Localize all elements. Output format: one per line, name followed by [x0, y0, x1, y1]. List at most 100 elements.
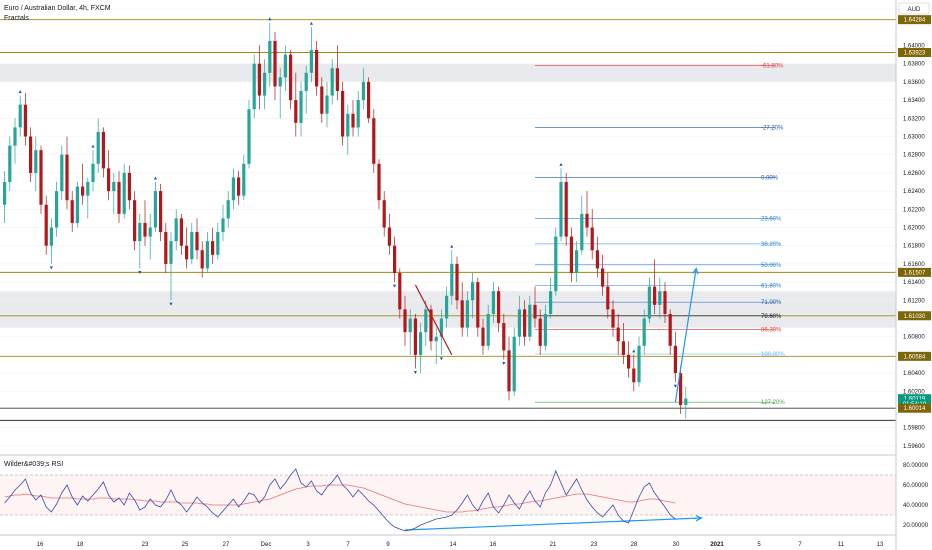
time-tick-label: 23 — [591, 542, 598, 548]
candle-body — [138, 222, 142, 242]
time-axis[interactable]: 16 18 23 25 27 Dec 3 7 9 14 16 21 23 28 30 2021 5 7 11 13 — [37, 542, 884, 548]
price-badge-bg — [898, 311, 931, 321]
candle-body — [299, 91, 303, 123]
candle-body — [413, 318, 417, 355]
price-badge-bg — [898, 48, 931, 58]
candle-body — [491, 291, 495, 314]
fractal-up-marker — [153, 176, 157, 180]
candle-body — [49, 227, 53, 246]
candle-body — [434, 336, 438, 342]
candle-body — [554, 236, 558, 292]
candle-body — [517, 309, 521, 337]
candle-body — [601, 268, 605, 287]
grid-layer — [0, 8, 896, 447]
candle-body — [471, 282, 475, 301]
candle-body — [127, 172, 131, 201]
candle-body — [13, 127, 17, 146]
candle-body — [580, 213, 584, 251]
price-badges: 1.642841.639231.615071.610301.605841.601… — [898, 15, 931, 413]
price-tick-label: 1.61600 — [903, 262, 925, 268]
candle-body — [320, 86, 324, 114]
candle-body — [523, 309, 527, 337]
candle-body — [403, 309, 407, 333]
fractals-layer — [18, 17, 677, 388]
price-badge-label: 1.61507 — [904, 270, 926, 276]
candle-body — [393, 245, 397, 273]
time-tick-label: Dec — [261, 542, 272, 548]
price-axis[interactable]: 1.644001.640001.638001.636001.634001.632… — [903, 7, 925, 450]
price-badge-bg — [898, 267, 931, 277]
price-badge-bg — [898, 351, 931, 361]
candle-body — [273, 40, 277, 87]
rsi-ma-line — [4, 484, 676, 513]
currency-box[interactable] — [898, 2, 930, 15]
candle-body — [673, 345, 677, 374]
candle-body — [148, 227, 152, 237]
candle-body — [559, 182, 563, 237]
price-badge-label: 1.60584 — [904, 354, 926, 360]
time-tick-label: 13 — [877, 542, 884, 548]
fractal-down-marker — [138, 270, 142, 274]
candle-body — [658, 291, 662, 305]
price-tick-label: 1.63600 — [903, 80, 925, 86]
candle-body — [44, 204, 48, 246]
candle-body — [231, 177, 235, 201]
candle-body — [216, 232, 220, 255]
candle-body — [101, 131, 105, 169]
time-tick-label: 25 — [182, 542, 189, 548]
candle-body — [372, 118, 376, 164]
candle-body — [278, 77, 282, 87]
fractal-down-marker — [393, 284, 397, 288]
time-tick-label: 7 — [798, 542, 802, 548]
candle-body — [382, 200, 386, 228]
candle-body — [481, 327, 485, 346]
candle-body — [164, 232, 168, 264]
candle-body — [684, 398, 688, 405]
price-tick-label: 1.62800 — [903, 153, 925, 159]
fib-label: 100.00% — [761, 352, 785, 358]
candle-body — [252, 63, 256, 110]
fib-label: 61.80% — [761, 284, 782, 290]
candle-body — [564, 182, 568, 237]
candle-body — [408, 318, 412, 333]
time-tick-label: 7 — [346, 542, 350, 548]
rsi_divergence-line — [404, 517, 702, 531]
candle-body — [96, 131, 100, 164]
fractal-down-marker — [169, 302, 173, 306]
candle-body — [39, 150, 43, 205]
candle-body — [23, 104, 27, 137]
rsi-tick-label: 20.00000 — [903, 523, 929, 529]
candle-body — [60, 154, 64, 192]
price-tick-label: 1.62200 — [903, 207, 925, 213]
time-tick-label: 21 — [550, 542, 557, 548]
candle-body — [502, 323, 506, 351]
fib-label: 38.20% — [761, 242, 782, 248]
candle-body — [575, 250, 579, 273]
drawings-layer — [404, 267, 703, 531]
candle-body — [34, 150, 38, 173]
time-tick-label: 5 — [757, 542, 761, 548]
candle-body — [642, 318, 646, 346]
price-tick-label: 1.59600 — [903, 444, 925, 450]
candle-body — [538, 318, 542, 346]
candle-body — [668, 313, 672, 346]
indicator-label: Fractals — [4, 15, 29, 22]
fib-label: -27.20% — [761, 125, 784, 131]
time-tick-label: 16 — [490, 542, 497, 548]
candle-body — [533, 304, 537, 319]
candle-body — [153, 191, 157, 228]
price-badge-label: 1.61030 — [904, 314, 926, 320]
price-badge-label: 1.63923 — [904, 51, 926, 57]
fib-label: 23.60% — [761, 216, 782, 222]
candle-body — [242, 163, 246, 196]
candle-body — [507, 350, 511, 392]
fib-label: 127.20% — [761, 400, 785, 406]
candle-body — [611, 309, 615, 328]
candle-body — [112, 182, 116, 192]
candle-body — [653, 286, 657, 305]
candle-body — [195, 232, 199, 251]
fractal-up-marker — [450, 244, 454, 248]
rsi-axis[interactable]: 80.00000 60.00000 40.00000 20.00000 — [903, 463, 929, 529]
price-tick-label: 1.61800 — [903, 244, 925, 250]
